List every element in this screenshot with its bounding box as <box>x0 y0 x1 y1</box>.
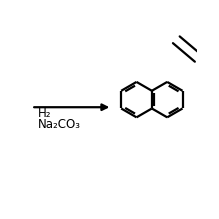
Text: Na₂CO₃: Na₂CO₃ <box>38 118 81 131</box>
Text: H₂: H₂ <box>38 108 51 120</box>
